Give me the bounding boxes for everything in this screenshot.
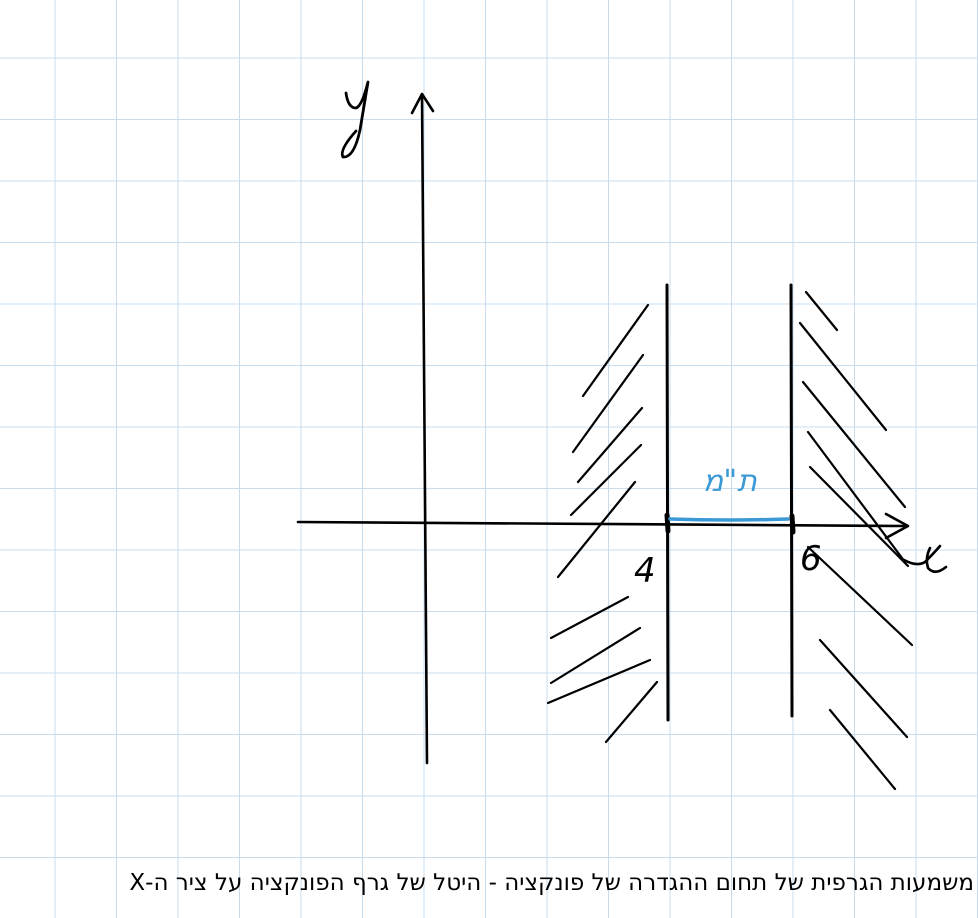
tick-mark-left (664, 512, 671, 534)
caption-text: משמעות הגרפית של תחום ההגדרה של פונקציה … (129, 870, 974, 896)
tick-label-4: 4 (634, 551, 656, 591)
domain-label: ת"מ (703, 464, 757, 499)
hatching-right (798, 290, 914, 791)
x-label-glyph (902, 544, 948, 574)
tick-label-6: 6 (800, 539, 822, 579)
y-label-glyph (340, 80, 370, 159)
boundary-line-left (665, 283, 670, 722)
tick-mark-right (789, 513, 796, 535)
domain-segment (668, 517, 790, 522)
hatching-left (546, 303, 659, 744)
x-axis (296, 512, 910, 540)
boundary-line-right (789, 283, 794, 718)
y-axis (410, 92, 435, 765)
